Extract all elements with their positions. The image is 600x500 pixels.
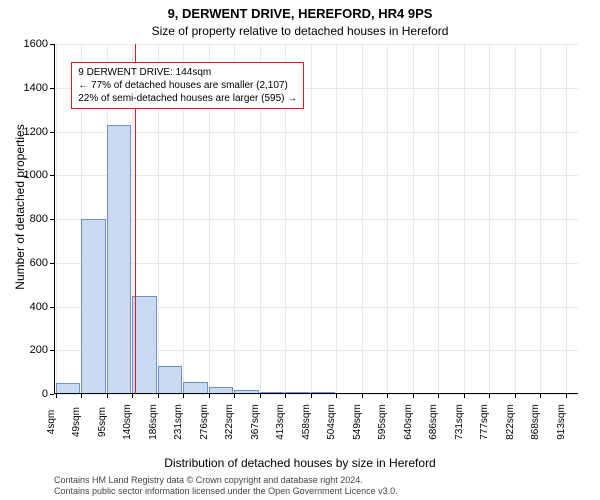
histogram-bar [81,219,105,394]
x-tick-label: 822sqm [515,404,530,440]
x-tick-label: 686sqm [438,404,453,440]
histogram-bar [132,296,156,394]
x-tick-label: 322sqm [234,404,249,440]
histogram-bar [107,125,131,394]
x-tick-mark [107,394,108,398]
x-tick-mark [387,394,388,398]
chart-title-main: 9, DERWENT DRIVE, HEREFORD, HR4 9PS [0,6,600,21]
x-tick-label: 913sqm [566,404,581,440]
x-tick-label: 4sqm [56,410,71,434]
x-tick-mark [413,394,414,398]
x-tick-label: 549sqm [362,404,377,440]
chart-container: 9, DERWENT DRIVE, HEREFORD, HR4 9PS Size… [0,0,600,500]
x-tick-mark [260,394,261,398]
x-tick-label: 777sqm [489,404,504,440]
chart-title-sub: Size of property relative to detached ho… [0,24,600,38]
y-tick-mark [50,350,54,351]
x-tick-label: 413sqm [285,404,300,440]
x-tick-label: 504sqm [336,404,351,440]
attribution-footer: Contains HM Land Registry data © Crown c… [54,475,398,496]
y-tick-mark [50,307,54,308]
x-axis-label: Distribution of detached houses by size … [0,456,600,470]
y-axis-line [54,44,55,394]
x-tick-label: 276sqm [209,404,224,440]
x-tick-mark [515,394,516,398]
y-tick-mark [50,44,54,45]
x-tick-mark [234,394,235,398]
x-tick-mark [336,394,337,398]
x-tick-label: 731sqm [464,404,479,440]
x-tick-label: 868sqm [540,404,555,440]
annotation-line: 9 DERWENT DRIVE: 144sqm [78,66,297,79]
x-tick-label: 595sqm [387,404,402,440]
y-tick-mark [50,263,54,264]
x-tick-label: 140sqm [132,404,147,440]
x-tick-label: 49sqm [81,407,96,437]
x-tick-mark [464,394,465,398]
x-tick-label: 95sqm [107,407,122,437]
x-tick-label: 231sqm [183,404,198,440]
x-tick-mark [158,394,159,398]
histogram-bar [158,366,182,394]
annotation-line: ← 77% of detached houses are smaller (2,… [78,79,297,92]
x-tick-mark [489,394,490,398]
x-tick-mark [311,394,312,398]
y-tick-mark [50,175,54,176]
y-tick-mark [50,219,54,220]
x-tick-label: 640sqm [413,404,428,440]
x-tick-mark [81,394,82,398]
plot-area: 9 DERWENT DRIVE: 144sqm← 77% of detached… [54,44,578,394]
x-tick-mark [285,394,286,398]
footer-line: Contains HM Land Registry data © Crown c… [54,475,398,485]
x-tick-mark [362,394,363,398]
x-tick-mark [183,394,184,398]
x-tick-mark [438,394,439,398]
x-tick-mark [56,394,57,398]
x-tick-mark [540,394,541,398]
annotation-text: 9 DERWENT DRIVE: 144sqm← 77% of detached… [71,62,304,109]
y-tick-mark [50,394,54,395]
y-tick-mark [50,132,54,133]
x-tick-mark [132,394,133,398]
x-tick-label: 186sqm [158,404,173,440]
footer-line: Contains public sector information licen… [54,486,398,496]
y-tick-mark [50,88,54,89]
x-tick-label: 367sqm [260,404,275,440]
annotation-line: 22% of semi-detached houses are larger (… [78,92,297,105]
x-tick-mark [209,394,210,398]
x-tick-label: 458sqm [311,404,326,440]
x-tick-mark [566,394,567,398]
